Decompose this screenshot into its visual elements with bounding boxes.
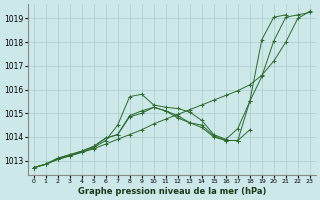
X-axis label: Graphe pression niveau de la mer (hPa): Graphe pression niveau de la mer (hPa)	[77, 187, 266, 196]
